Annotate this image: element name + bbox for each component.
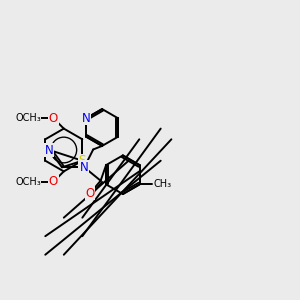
Text: N: N: [80, 161, 89, 174]
Text: S: S: [79, 154, 86, 167]
Text: N: N: [45, 143, 54, 157]
Text: CH₃: CH₃: [154, 179, 172, 189]
Text: O: O: [85, 187, 95, 200]
Text: OCH₃: OCH₃: [15, 113, 41, 123]
Text: N: N: [82, 112, 91, 125]
Text: O: O: [49, 175, 58, 188]
Text: OCH₃: OCH₃: [15, 177, 41, 187]
Text: O: O: [49, 112, 58, 125]
